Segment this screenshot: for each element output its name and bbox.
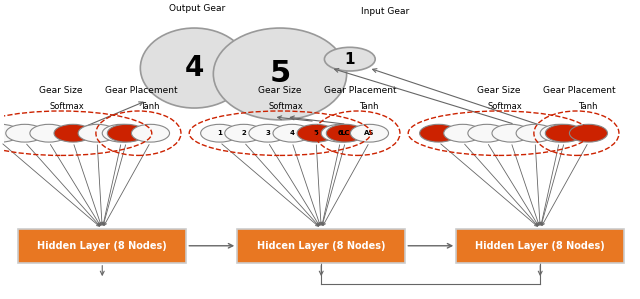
- Text: Gear Size: Gear Size: [477, 86, 521, 95]
- Text: 5: 5: [269, 60, 291, 89]
- Text: 6: 6: [338, 130, 342, 136]
- Ellipse shape: [213, 28, 347, 120]
- Text: 2: 2: [241, 130, 246, 136]
- Circle shape: [420, 124, 458, 142]
- Text: Hidden Layer (8 Nodes): Hidden Layer (8 Nodes): [37, 241, 167, 251]
- Text: 1: 1: [344, 52, 355, 67]
- Circle shape: [321, 124, 359, 142]
- Text: Gear Placement: Gear Placement: [324, 86, 397, 95]
- Circle shape: [351, 124, 388, 142]
- Circle shape: [273, 124, 311, 142]
- Text: Tanh: Tanh: [578, 102, 598, 111]
- FancyBboxPatch shape: [18, 229, 186, 263]
- Circle shape: [54, 124, 92, 142]
- Ellipse shape: [140, 28, 248, 108]
- Text: 4: 4: [184, 54, 204, 82]
- Text: Gear Size: Gear Size: [258, 86, 301, 95]
- Circle shape: [444, 124, 482, 142]
- Text: LC: LC: [340, 130, 350, 136]
- Text: 3: 3: [266, 130, 270, 136]
- Circle shape: [0, 124, 20, 142]
- Text: Hidden Layer (8 Nodes): Hidden Layer (8 Nodes): [476, 241, 605, 251]
- Circle shape: [570, 124, 607, 142]
- Text: Gear Placement: Gear Placement: [106, 86, 178, 95]
- Circle shape: [468, 124, 506, 142]
- Text: 1: 1: [217, 130, 222, 136]
- Text: 5: 5: [314, 130, 319, 136]
- Circle shape: [225, 124, 263, 142]
- Text: AS: AS: [364, 130, 374, 136]
- Circle shape: [78, 124, 116, 142]
- Circle shape: [249, 124, 287, 142]
- Circle shape: [516, 124, 554, 142]
- Circle shape: [30, 124, 68, 142]
- Circle shape: [492, 124, 530, 142]
- Circle shape: [324, 47, 375, 71]
- Text: Softmax: Softmax: [488, 102, 523, 111]
- Circle shape: [545, 124, 584, 142]
- Circle shape: [6, 124, 44, 142]
- Text: Tanh: Tanh: [140, 102, 159, 111]
- Circle shape: [297, 124, 335, 142]
- Circle shape: [108, 124, 145, 142]
- Text: Gear Size: Gear Size: [39, 86, 83, 95]
- Text: 4: 4: [289, 130, 294, 136]
- Circle shape: [102, 124, 140, 142]
- Circle shape: [540, 124, 579, 142]
- Circle shape: [200, 124, 239, 142]
- Circle shape: [131, 124, 170, 142]
- Text: Tanh: Tanh: [359, 102, 379, 111]
- Text: Softmax: Softmax: [50, 102, 84, 111]
- Circle shape: [326, 124, 364, 142]
- Text: Output Gear: Output Gear: [170, 4, 225, 13]
- Text: Hidcen Layer (8 Nodes): Hidcen Layer (8 Nodes): [257, 241, 385, 251]
- Text: Input Gear: Input Gear: [360, 7, 409, 16]
- Text: Softmax: Softmax: [269, 102, 304, 111]
- FancyBboxPatch shape: [456, 229, 625, 263]
- Text: Gear Placement: Gear Placement: [543, 86, 616, 95]
- FancyBboxPatch shape: [237, 229, 405, 263]
